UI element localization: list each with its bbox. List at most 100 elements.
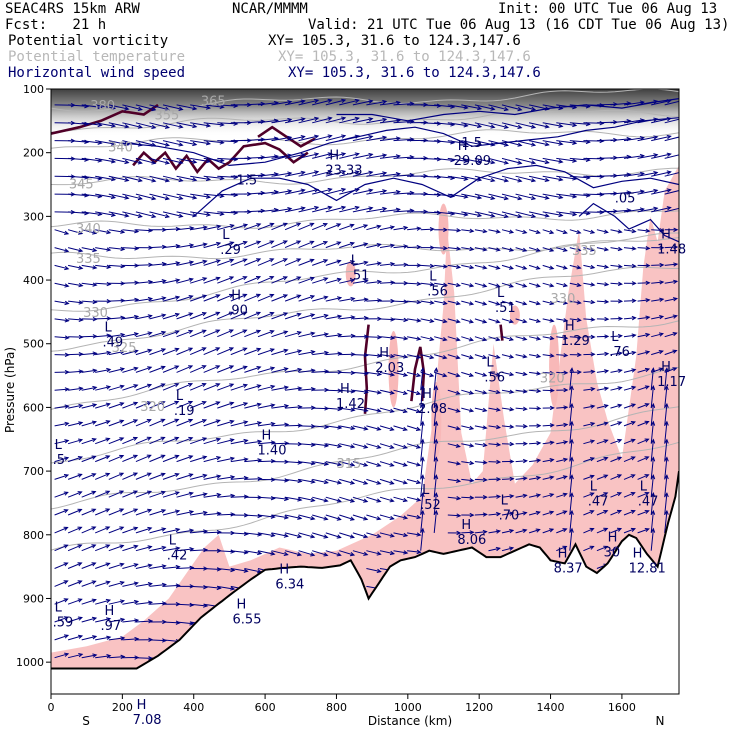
wind-vector bbox=[623, 208, 644, 213]
wind-vector bbox=[650, 510, 654, 533]
wind-vector-head bbox=[644, 456, 650, 461]
wind-vector-head bbox=[78, 317, 84, 322]
wind-vector bbox=[474, 461, 487, 464]
wind-vector bbox=[67, 456, 83, 463]
wind-vector bbox=[610, 528, 622, 534]
wind-vector-head bbox=[395, 100, 401, 106]
wind-vector bbox=[81, 473, 96, 480]
wind-vector-head bbox=[147, 508, 153, 513]
wind-vector-head bbox=[631, 298, 637, 303]
pink-plume bbox=[549, 324, 560, 408]
wind-vector bbox=[135, 157, 156, 164]
wind-vector bbox=[68, 318, 83, 321]
wind-vector bbox=[569, 439, 573, 462]
wind-vector bbox=[312, 206, 332, 213]
wind-vector-head bbox=[509, 476, 515, 482]
wind-vector-head bbox=[589, 492, 595, 497]
wind-vector bbox=[447, 140, 468, 145]
wind-vector-head bbox=[617, 386, 623, 391]
wind-vector-head bbox=[482, 354, 488, 360]
wind-vector bbox=[149, 419, 165, 427]
wind-vector bbox=[569, 368, 573, 391]
wind-vector bbox=[203, 347, 220, 356]
wind-vector bbox=[637, 333, 650, 338]
wind-vector-head bbox=[256, 421, 263, 426]
wind-vector-head bbox=[349, 552, 356, 557]
wind-vector bbox=[203, 365, 220, 373]
wind-vector bbox=[664, 154, 679, 159]
wind-vector bbox=[108, 490, 124, 498]
wind-vector-head bbox=[495, 354, 501, 359]
wind-vector-head bbox=[549, 528, 555, 533]
wind-vector bbox=[339, 297, 355, 302]
wind-vector-head bbox=[297, 423, 303, 428]
wind-vector-head bbox=[572, 211, 578, 217]
wind-vector bbox=[95, 369, 111, 373]
wind-vector-head bbox=[91, 473, 97, 478]
wind-vector bbox=[352, 135, 373, 142]
wind-vector bbox=[325, 443, 342, 447]
wind-vector-head bbox=[202, 437, 208, 442]
wind-vector bbox=[257, 460, 275, 463]
wind-vector-head bbox=[420, 367, 425, 373]
wind-vector bbox=[257, 550, 275, 555]
wind-vector-head bbox=[256, 329, 262, 334]
wind-vector-head bbox=[377, 298, 383, 303]
high-marker: H bbox=[237, 597, 247, 612]
wind-vector-head bbox=[310, 295, 316, 300]
wind-vector bbox=[610, 492, 622, 498]
theta-label: 320 bbox=[540, 371, 565, 386]
wind-vector bbox=[108, 368, 125, 373]
wind-vector bbox=[420, 439, 424, 462]
wind-vector-head bbox=[420, 385, 425, 391]
wind-vector-head bbox=[78, 386, 84, 391]
wind-vector bbox=[203, 193, 224, 197]
wind-vector bbox=[529, 371, 541, 375]
wind-vector bbox=[244, 532, 262, 536]
field-xy-wind: XY= 105.3, 31.6 to 124.3,147.6 bbox=[288, 65, 541, 81]
wind-vector-head bbox=[482, 425, 488, 430]
wind-vector-head bbox=[349, 223, 355, 228]
wind-vector bbox=[434, 122, 455, 126]
wind-vector-head bbox=[215, 437, 222, 442]
wind-vector-head bbox=[243, 420, 249, 425]
wind-vector bbox=[284, 136, 305, 142]
wind-vector bbox=[664, 386, 668, 409]
wind-vector bbox=[122, 638, 139, 641]
wind-vector-head bbox=[680, 189, 684, 192]
wind-vector bbox=[271, 496, 289, 500]
wind-vector bbox=[447, 300, 460, 305]
wind-vector-head bbox=[389, 444, 395, 449]
wind-vector-head bbox=[666, 206, 672, 211]
wind-vector bbox=[271, 119, 292, 124]
wind-vector bbox=[664, 280, 678, 284]
wind-vector bbox=[488, 496, 501, 498]
wind-vector bbox=[162, 175, 183, 182]
wind-vector bbox=[379, 263, 395, 266]
wind-vector bbox=[95, 175, 115, 181]
high-marker: H bbox=[558, 546, 568, 561]
wind-vector-head bbox=[336, 277, 342, 283]
wind-vector bbox=[244, 514, 262, 517]
wind-vector-head bbox=[549, 265, 555, 270]
wind-vector bbox=[569, 157, 590, 161]
wind-vector bbox=[271, 258, 288, 266]
wind-vector-head bbox=[119, 581, 125, 586]
wind-vector-head bbox=[455, 408, 461, 413]
wind-vector bbox=[135, 401, 152, 409]
wind-vector bbox=[244, 192, 265, 195]
wind-vector-head bbox=[336, 480, 343, 485]
wind-vector bbox=[162, 279, 180, 284]
wind-vector-head bbox=[589, 457, 595, 462]
wind-vector-head bbox=[63, 598, 69, 603]
wind-vector bbox=[664, 207, 679, 213]
wind-vector bbox=[407, 282, 421, 285]
wind-vector-head bbox=[664, 509, 669, 515]
wind-vector-head bbox=[309, 240, 315, 245]
wind-vector-head bbox=[429, 354, 435, 360]
wind-vector bbox=[366, 443, 381, 449]
wind-vector-head bbox=[91, 562, 97, 567]
wind-vector bbox=[67, 473, 82, 480]
low-value: .59 bbox=[53, 616, 74, 631]
wind-vector-head bbox=[495, 229, 501, 234]
